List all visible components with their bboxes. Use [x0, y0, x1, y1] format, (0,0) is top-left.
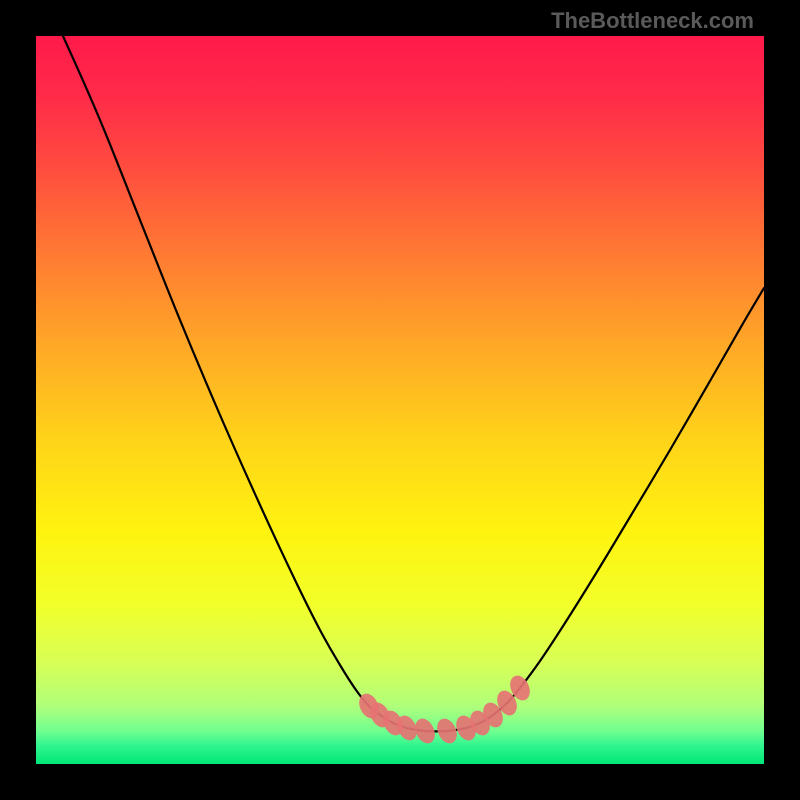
- plot-area: [36, 36, 764, 764]
- watermark-text: TheBottleneck.com: [551, 8, 754, 34]
- marker-group: [355, 672, 533, 746]
- curve-layer: [36, 36, 764, 764]
- bottleneck-curve: [63, 36, 764, 731]
- chart-frame: TheBottleneck.com: [0, 0, 800, 800]
